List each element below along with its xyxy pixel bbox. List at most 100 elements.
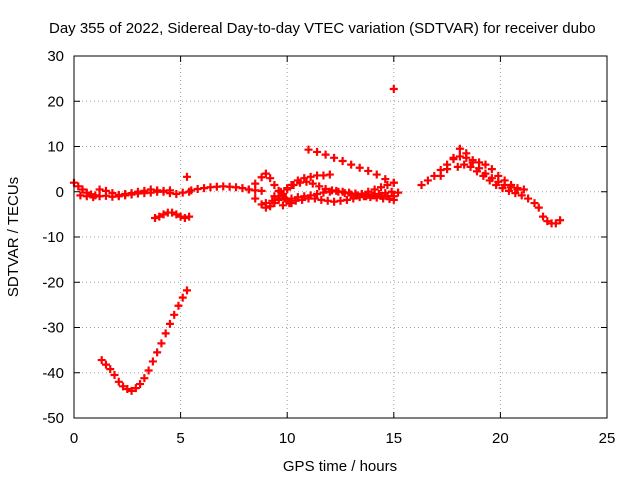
data-point (261, 199, 270, 208)
data-point (357, 190, 366, 199)
data-point (530, 199, 539, 208)
data-point (302, 177, 311, 186)
data-point (321, 185, 330, 194)
y-tick-label: -40 (42, 365, 64, 382)
data-point (372, 170, 381, 179)
data-point (283, 184, 292, 193)
data-point (334, 187, 343, 196)
data-point (313, 147, 322, 156)
data-point (119, 382, 128, 391)
data-point (110, 371, 119, 380)
x-tick-label: 5 (176, 430, 184, 447)
data-point (172, 210, 181, 219)
data-point (381, 189, 390, 198)
data-point (151, 213, 160, 222)
data-point (182, 286, 191, 295)
x-tick-label: 15 (385, 430, 402, 447)
data-point (278, 201, 287, 210)
data-point (443, 165, 452, 174)
data-point (504, 186, 513, 195)
data-point (517, 191, 526, 200)
data-point (159, 210, 168, 219)
data-point (338, 156, 347, 165)
data-point (494, 171, 503, 180)
data-point (185, 212, 194, 221)
chart-title: Day 355 of 2022, Sidereal Day-to-day VTE… (49, 20, 596, 37)
data-point (511, 189, 520, 198)
data-point (308, 179, 317, 188)
data-point (289, 180, 298, 189)
data-point (257, 200, 266, 209)
data-point (287, 194, 296, 203)
data-point (174, 301, 183, 310)
data-point (455, 144, 464, 153)
data-point (266, 174, 275, 183)
data-point (257, 186, 266, 195)
data-point (238, 184, 247, 193)
data-point (460, 160, 469, 169)
data-point (304, 145, 313, 154)
data-point (462, 149, 471, 158)
data-point (182, 172, 191, 181)
data-point (507, 180, 516, 189)
series-cluster-f (357, 178, 398, 199)
y-tick-label: 0 (56, 184, 64, 201)
data-point (321, 150, 330, 159)
data-point (310, 194, 319, 203)
data-point (78, 185, 87, 194)
series-late-hump-c (453, 160, 539, 208)
data-point (244, 185, 253, 194)
data-points (70, 85, 565, 395)
data-point (315, 182, 324, 191)
data-point (127, 386, 136, 395)
data-point (330, 153, 339, 162)
y-axis-label: SDTVAR / TECUs (5, 177, 22, 297)
data-point (270, 192, 279, 201)
data-point (347, 160, 356, 169)
data-point (285, 199, 294, 208)
data-point (136, 380, 145, 389)
data-point (498, 184, 507, 193)
data-point (257, 173, 266, 182)
data-point (114, 377, 123, 386)
data-point (101, 360, 110, 369)
data-point (327, 186, 336, 195)
data-point (148, 357, 157, 366)
data-point (394, 188, 403, 197)
data-point (423, 176, 432, 185)
data-point (519, 185, 528, 194)
data-point (270, 180, 279, 189)
data-point (364, 166, 373, 175)
data-point (377, 183, 386, 192)
data-point (543, 217, 552, 226)
data-point (106, 365, 115, 374)
series-tail (534, 203, 565, 228)
data-point (472, 167, 481, 176)
x-tick-label: 10 (279, 430, 296, 447)
y-tick-label: -10 (42, 229, 64, 246)
data-point (479, 171, 488, 180)
data-point (417, 180, 426, 189)
data-point (492, 180, 501, 189)
data-point (165, 186, 174, 195)
series-deep-arc (97, 286, 191, 395)
data-point (364, 187, 373, 196)
series-outlier-5 (182, 172, 191, 181)
data-point (500, 176, 509, 185)
data-point (455, 152, 464, 161)
data-point (161, 329, 170, 338)
x-tick-label: 20 (492, 430, 509, 447)
data-point (261, 169, 270, 178)
y-tick-label: 30 (47, 48, 64, 65)
data-point (355, 163, 364, 172)
data-point (131, 384, 140, 393)
data-point (468, 156, 477, 165)
data-point (251, 194, 260, 203)
data-point (485, 176, 494, 185)
series-late-hump-b (436, 144, 528, 194)
data-point (383, 180, 392, 189)
data-point (95, 185, 104, 194)
data-point (389, 195, 398, 204)
data-point (534, 203, 543, 212)
